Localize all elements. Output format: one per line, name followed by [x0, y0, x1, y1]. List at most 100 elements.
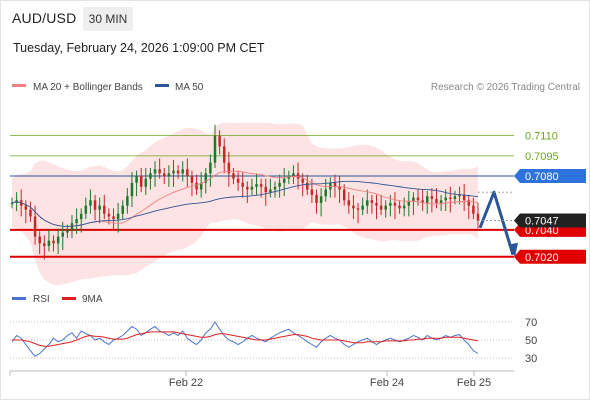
candle-body — [379, 205, 383, 210]
candle-body — [472, 205, 475, 214]
candle-body — [407, 201, 411, 206]
candle-body — [24, 205, 28, 210]
candle-body — [29, 209, 32, 217]
candle-body — [116, 213, 120, 220]
candle-body — [292, 173, 295, 177]
bollinger-fill — [12, 122, 478, 286]
candle-body — [195, 182, 198, 190]
level-label-0.7110: 0.7110 — [525, 131, 558, 143]
candle-body — [33, 216, 37, 237]
candle-body — [204, 173, 208, 183]
candle-body — [158, 169, 161, 174]
candle-body — [342, 189, 346, 201]
candle-body — [278, 182, 281, 187]
last-price-badge — [514, 213, 586, 228]
rsi-tick-50: 50 — [525, 335, 537, 347]
level-badge-text-0.7080: 0.7080 — [525, 171, 559, 183]
candle-body — [181, 169, 184, 174]
candle-body — [430, 196, 434, 199]
candle-body — [232, 173, 235, 179]
candle-body — [370, 200, 374, 203]
candle-body — [47, 240, 51, 247]
candle-body — [172, 170, 175, 174]
candle-body — [236, 178, 240, 183]
candle-body — [453, 196, 457, 199]
candle-body — [218, 135, 221, 147]
candle-body — [389, 202, 392, 206]
ma50-legend-swatch — [155, 84, 169, 87]
candle-body — [421, 200, 424, 203]
candle-body — [209, 162, 212, 174]
timeframe-button[interactable]: 30 MIN — [83, 7, 133, 31]
candle-body — [393, 202, 397, 206]
projection — [478, 190, 518, 257]
x-tick-label: Feb 25 — [457, 377, 491, 389]
ma9-legend-label: 9MA — [82, 294, 103, 305]
level-label-0.7095: 0.7095 — [525, 151, 559, 163]
bollinger-bands — [12, 122, 478, 286]
candle-body — [352, 205, 355, 209]
symbol-title: AUD/USD — [12, 10, 77, 26]
candle-body — [227, 162, 231, 174]
candle-body — [190, 176, 194, 183]
rsi-ma9-line — [12, 331, 479, 347]
candle-body — [259, 184, 263, 187]
candle-body — [213, 135, 217, 163]
level-badge-text-0.7040: 0.7040 — [525, 225, 559, 237]
rsi-legend-swatch — [12, 297, 26, 300]
candle-body — [264, 186, 268, 193]
candle-body — [347, 200, 351, 206]
candle-body — [241, 182, 244, 187]
candle-body — [139, 176, 143, 187]
ma50-line — [11, 180, 479, 227]
candle-body — [444, 197, 447, 201]
candle-body — [425, 196, 429, 203]
candle-body — [163, 173, 166, 177]
candle-body — [250, 186, 254, 190]
candle-body — [458, 194, 461, 197]
candle-body — [301, 178, 304, 183]
x-tick-label: Feb 22 — [169, 377, 203, 389]
candle-body — [296, 173, 300, 179]
candle-body — [144, 178, 148, 187]
candle-body — [269, 189, 272, 193]
candle-body — [84, 205, 88, 214]
ma20-legend-label: MA 20 + Bollinger Bands — [33, 82, 143, 93]
rsi-panel: 70 50 30 — [10, 317, 537, 365]
candle-body — [333, 182, 337, 187]
candle-body — [338, 186, 341, 190]
ma9-legend-swatch — [62, 297, 76, 300]
candle-body — [135, 176, 138, 183]
x-tick-label: Feb 24 — [370, 377, 404, 389]
candle-body — [149, 173, 152, 179]
level-badge-text-0.7020: 0.7020 — [525, 252, 559, 264]
candle-body — [310, 189, 314, 195]
candle-body — [467, 200, 471, 206]
candle-body — [56, 236, 60, 244]
candle-body — [366, 200, 369, 206]
candle-body — [398, 205, 401, 209]
rsi-legend-label: RSI — [33, 294, 50, 305]
candle-body — [38, 236, 41, 244]
candle-body — [384, 205, 387, 210]
candle-body — [107, 213, 111, 217]
candle-body — [89, 200, 92, 206]
candle-body — [186, 169, 189, 177]
candle-body — [324, 189, 327, 197]
candle-body — [319, 196, 323, 203]
candle-body — [273, 186, 277, 190]
candle-body — [255, 184, 258, 187]
level-lines — [10, 135, 514, 258]
candle-body — [98, 205, 101, 210]
ma20-legend-swatch — [12, 84, 26, 87]
candle-body — [199, 182, 203, 190]
candle-body — [153, 169, 157, 174]
candle-body — [462, 194, 466, 201]
candle-body — [103, 205, 106, 214]
rsi-line — [11, 321, 479, 357]
projection-arrow-head — [508, 242, 518, 257]
candle-body — [121, 205, 124, 214]
candle-body — [10, 202, 14, 205]
candle-body — [75, 219, 78, 224]
